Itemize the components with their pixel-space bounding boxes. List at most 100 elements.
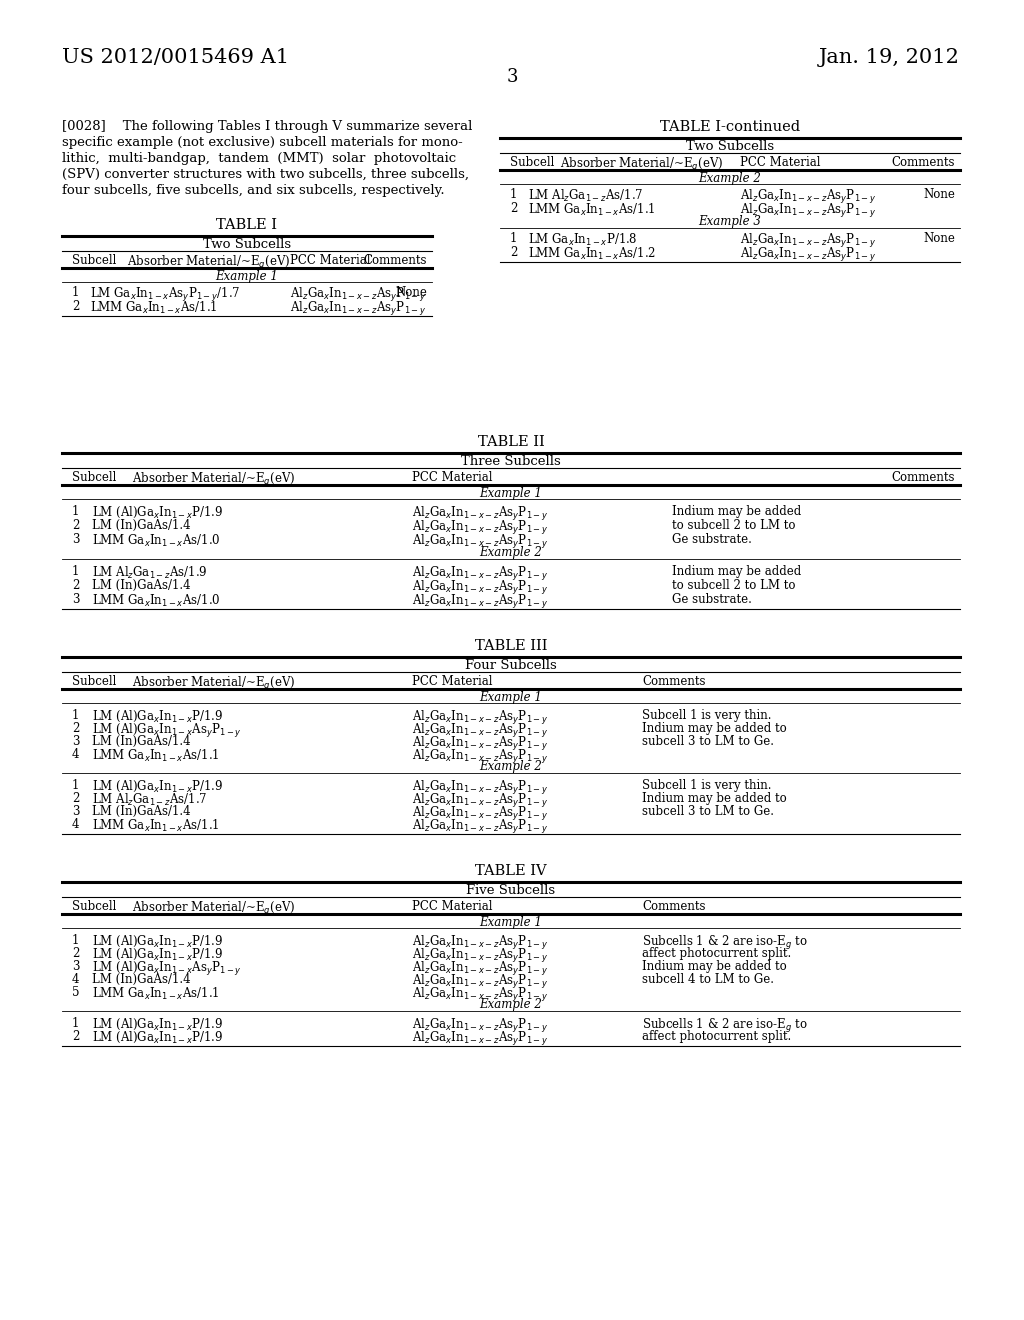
Text: Al$_z$Ga$_x$In$_{1-x-z}$As$_y$P$_{1-y}$: Al$_z$Ga$_x$In$_{1-x-z}$As$_y$P$_{1-y}$ bbox=[412, 946, 548, 965]
Text: Jan. 19, 2012: Jan. 19, 2012 bbox=[819, 48, 961, 67]
Text: Indium may be added to: Indium may be added to bbox=[642, 722, 786, 735]
Text: PCC Material: PCC Material bbox=[412, 471, 493, 484]
Text: (SPV) converter structures with two subcells, three subcells,: (SPV) converter structures with two subc… bbox=[62, 168, 469, 181]
Text: TABLE II: TABLE II bbox=[477, 436, 545, 449]
Text: 1: 1 bbox=[72, 935, 80, 946]
Text: to subcell 2 to LM to: to subcell 2 to LM to bbox=[672, 519, 796, 532]
Text: Al$_z$Ga$_x$In$_{1-x-z}$As$_y$P$_{1-y}$: Al$_z$Ga$_x$In$_{1-x-z}$As$_y$P$_{1-y}$ bbox=[412, 779, 548, 797]
Text: PCC Material: PCC Material bbox=[290, 253, 371, 267]
Text: LM Ga$_x$In$_{1-x}$As$_y$P$_{1-y}$/1.7: LM Ga$_x$In$_{1-x}$As$_y$P$_{1-y}$/1.7 bbox=[90, 286, 241, 304]
Text: TABLE IV: TABLE IV bbox=[475, 865, 547, 878]
Text: Subcell: Subcell bbox=[72, 900, 117, 913]
Text: Ge substrate.: Ge substrate. bbox=[672, 593, 752, 606]
Text: None: None bbox=[923, 232, 955, 246]
Text: Al$_z$Ga$_x$In$_{1-x-z}$As$_y$P$_{1-y}$: Al$_z$Ga$_x$In$_{1-x-z}$As$_y$P$_{1-y}$ bbox=[290, 286, 426, 304]
Text: LMM Ga$_x$In$_{1-x}$As/1.0: LMM Ga$_x$In$_{1-x}$As/1.0 bbox=[92, 593, 220, 609]
Text: Al$_z$Ga$_x$In$_{1-x-z}$As$_y$P$_{1-y}$: Al$_z$Ga$_x$In$_{1-x-z}$As$_y$P$_{1-y}$ bbox=[412, 960, 548, 978]
Text: LM (Al)Ga$_x$In$_{1-x}$P/1.9: LM (Al)Ga$_x$In$_{1-x}$P/1.9 bbox=[92, 1030, 223, 1045]
Text: PCC Material: PCC Material bbox=[740, 156, 820, 169]
Text: Absorber Material/~E$_g$(eV): Absorber Material/~E$_g$(eV) bbox=[560, 156, 723, 174]
Text: subcell 3 to LM to Ge.: subcell 3 to LM to Ge. bbox=[642, 735, 774, 748]
Text: Al$_z$Ga$_x$In$_{1-x-z}$As$_y$P$_{1-y}$: Al$_z$Ga$_x$In$_{1-x-z}$As$_y$P$_{1-y}$ bbox=[412, 709, 548, 727]
Text: Absorber Material/~E$_g$(eV): Absorber Material/~E$_g$(eV) bbox=[127, 253, 290, 272]
Text: Indium may be added: Indium may be added bbox=[672, 506, 801, 517]
Text: TABLE III: TABLE III bbox=[475, 639, 547, 653]
Text: LMM Ga$_x$In$_{1-x}$As/1.1: LMM Ga$_x$In$_{1-x}$As/1.1 bbox=[92, 748, 219, 764]
Text: Al$_z$Ga$_x$In$_{1-x-z}$As$_y$P$_{1-y}$: Al$_z$Ga$_x$In$_{1-x-z}$As$_y$P$_{1-y}$ bbox=[412, 533, 548, 550]
Text: Absorber Material/~E$_g$(eV): Absorber Material/~E$_g$(eV) bbox=[132, 471, 295, 488]
Text: LM Ga$_x$In$_{1-x}$P/1.8: LM Ga$_x$In$_{1-x}$P/1.8 bbox=[528, 232, 638, 248]
Text: 4: 4 bbox=[72, 748, 80, 762]
Text: 3: 3 bbox=[72, 533, 80, 546]
Text: LM (Al)Ga$_x$In$_{1-x}$P/1.9: LM (Al)Ga$_x$In$_{1-x}$P/1.9 bbox=[92, 709, 223, 725]
Text: 3: 3 bbox=[72, 805, 80, 818]
Text: affect photocurrent split.: affect photocurrent split. bbox=[642, 946, 792, 960]
Text: 2: 2 bbox=[72, 722, 80, 735]
Text: 2: 2 bbox=[72, 946, 80, 960]
Text: Four Subcells: Four Subcells bbox=[465, 659, 557, 672]
Text: Al$_z$Ga$_x$In$_{1-x-z}$As$_y$P$_{1-y}$: Al$_z$Ga$_x$In$_{1-x-z}$As$_y$P$_{1-y}$ bbox=[412, 722, 548, 741]
Text: 1: 1 bbox=[510, 187, 517, 201]
Text: 3: 3 bbox=[72, 735, 80, 748]
Text: LMM Ga$_x$In$_{1-x}$As/1.1: LMM Ga$_x$In$_{1-x}$As/1.1 bbox=[90, 300, 218, 315]
Text: Subcells 1 & 2 are iso-E$_g$ to: Subcells 1 & 2 are iso-E$_g$ to bbox=[642, 935, 808, 952]
Text: Example 3: Example 3 bbox=[698, 215, 762, 228]
Text: 2: 2 bbox=[72, 300, 80, 313]
Text: 3: 3 bbox=[72, 960, 80, 973]
Text: LM (Al)Ga$_x$In$_{1-x}$P/1.9: LM (Al)Ga$_x$In$_{1-x}$P/1.9 bbox=[92, 1016, 223, 1032]
Text: [0028]    The following Tables I through V summarize several: [0028] The following Tables I through V … bbox=[62, 120, 472, 133]
Text: Subcell 1 is very thin.: Subcell 1 is very thin. bbox=[642, 779, 771, 792]
Text: Al$_z$Ga$_x$In$_{1-x-z}$As$_y$P$_{1-y}$: Al$_z$Ga$_x$In$_{1-x-z}$As$_y$P$_{1-y}$ bbox=[740, 187, 877, 206]
Text: Al$_z$Ga$_x$In$_{1-x-z}$As$_y$P$_{1-y}$: Al$_z$Ga$_x$In$_{1-x-z}$As$_y$P$_{1-y}$ bbox=[412, 973, 548, 991]
Text: Subcell: Subcell bbox=[72, 253, 117, 267]
Text: LM (Al)Ga$_x$In$_{1-x}$P/1.9: LM (Al)Ga$_x$In$_{1-x}$P/1.9 bbox=[92, 779, 223, 795]
Text: Al$_z$Ga$_x$In$_{1-x-z}$As$_y$P$_{1-y}$: Al$_z$Ga$_x$In$_{1-x-z}$As$_y$P$_{1-y}$ bbox=[412, 792, 548, 810]
Text: 1: 1 bbox=[72, 565, 80, 578]
Text: 1: 1 bbox=[510, 232, 517, 246]
Text: Al$_z$Ga$_x$In$_{1-x-z}$As$_y$P$_{1-y}$: Al$_z$Ga$_x$In$_{1-x-z}$As$_y$P$_{1-y}$ bbox=[412, 593, 548, 611]
Text: Al$_z$Ga$_x$In$_{1-x-z}$As$_y$P$_{1-y}$: Al$_z$Ga$_x$In$_{1-x-z}$As$_y$P$_{1-y}$ bbox=[412, 1016, 548, 1035]
Text: Al$_z$Ga$_x$In$_{1-x-z}$As$_y$P$_{1-y}$: Al$_z$Ga$_x$In$_{1-x-z}$As$_y$P$_{1-y}$ bbox=[412, 506, 548, 523]
Text: specific example (not exclusive) subcell materials for mono-: specific example (not exclusive) subcell… bbox=[62, 136, 463, 149]
Text: LM (In)GaAs/1.4: LM (In)GaAs/1.4 bbox=[92, 519, 190, 532]
Text: Al$_z$Ga$_x$In$_{1-x-z}$As$_y$P$_{1-y}$: Al$_z$Ga$_x$In$_{1-x-z}$As$_y$P$_{1-y}$ bbox=[412, 935, 548, 952]
Text: LM (Al)Ga$_x$In$_{1-x}$P/1.9: LM (Al)Ga$_x$In$_{1-x}$P/1.9 bbox=[92, 506, 223, 520]
Text: 2: 2 bbox=[72, 792, 80, 805]
Text: LM (Al)Ga$_x$In$_{1-x}$P/1.9: LM (Al)Ga$_x$In$_{1-x}$P/1.9 bbox=[92, 935, 223, 949]
Text: Al$_z$Ga$_x$In$_{1-x-z}$As$_y$P$_{1-y}$: Al$_z$Ga$_x$In$_{1-x-z}$As$_y$P$_{1-y}$ bbox=[412, 735, 548, 752]
Text: Comments: Comments bbox=[892, 471, 955, 484]
Text: LMM Ga$_x$In$_{1-x}$As/1.1: LMM Ga$_x$In$_{1-x}$As/1.1 bbox=[92, 818, 219, 834]
Text: Example 1: Example 1 bbox=[479, 916, 543, 929]
Text: Five Subcells: Five Subcells bbox=[467, 884, 556, 898]
Text: Al$_z$Ga$_x$In$_{1-x-z}$As$_y$P$_{1-y}$: Al$_z$Ga$_x$In$_{1-x-z}$As$_y$P$_{1-y}$ bbox=[412, 519, 548, 537]
Text: Indium may be added to: Indium may be added to bbox=[642, 792, 786, 805]
Text: Comments: Comments bbox=[892, 156, 955, 169]
Text: Subcell: Subcell bbox=[72, 471, 117, 484]
Text: 2: 2 bbox=[510, 246, 517, 259]
Text: 3: 3 bbox=[506, 69, 518, 86]
Text: to subcell 2 to LM to: to subcell 2 to LM to bbox=[672, 579, 796, 591]
Text: Indium may be added to: Indium may be added to bbox=[642, 960, 786, 973]
Text: LMM Ga$_x$In$_{1-x}$As/1.1: LMM Ga$_x$In$_{1-x}$As/1.1 bbox=[528, 202, 655, 218]
Text: Al$_z$Ga$_x$In$_{1-x-z}$As$_y$P$_{1-y}$: Al$_z$Ga$_x$In$_{1-x-z}$As$_y$P$_{1-y}$ bbox=[412, 818, 548, 836]
Text: Absorber Material/~E$_g$(eV): Absorber Material/~E$_g$(eV) bbox=[132, 900, 295, 917]
Text: 1: 1 bbox=[72, 1016, 80, 1030]
Text: 4: 4 bbox=[72, 973, 80, 986]
Text: Subcell: Subcell bbox=[72, 675, 117, 688]
Text: Example 1: Example 1 bbox=[479, 690, 543, 704]
Text: Example 1: Example 1 bbox=[479, 487, 543, 500]
Text: lithic,  multi-bandgap,  tandem  (MMT)  solar  photovoltaic: lithic, multi-bandgap, tandem (MMT) sola… bbox=[62, 152, 456, 165]
Text: 4: 4 bbox=[72, 818, 80, 832]
Text: Two Subcells: Two Subcells bbox=[203, 238, 291, 251]
Text: Al$_z$Ga$_x$In$_{1-x-z}$As$_y$P$_{1-y}$: Al$_z$Ga$_x$In$_{1-x-z}$As$_y$P$_{1-y}$ bbox=[412, 805, 548, 822]
Text: Al$_z$Ga$_x$In$_{1-x-z}$As$_y$P$_{1-y}$: Al$_z$Ga$_x$In$_{1-x-z}$As$_y$P$_{1-y}$ bbox=[740, 246, 877, 264]
Text: None: None bbox=[923, 187, 955, 201]
Text: subcell 4 to LM to Ge.: subcell 4 to LM to Ge. bbox=[642, 973, 774, 986]
Text: 2: 2 bbox=[72, 1030, 80, 1043]
Text: 2: 2 bbox=[72, 519, 80, 532]
Text: TABLE I: TABLE I bbox=[216, 218, 278, 232]
Text: LMM Ga$_x$In$_{1-x}$As/1.0: LMM Ga$_x$In$_{1-x}$As/1.0 bbox=[92, 533, 220, 549]
Text: 1: 1 bbox=[72, 286, 80, 300]
Text: LM (In)GaAs/1.4: LM (In)GaAs/1.4 bbox=[92, 735, 190, 748]
Text: Al$_z$Ga$_x$In$_{1-x-z}$As$_y$P$_{1-y}$: Al$_z$Ga$_x$In$_{1-x-z}$As$_y$P$_{1-y}$ bbox=[740, 202, 877, 220]
